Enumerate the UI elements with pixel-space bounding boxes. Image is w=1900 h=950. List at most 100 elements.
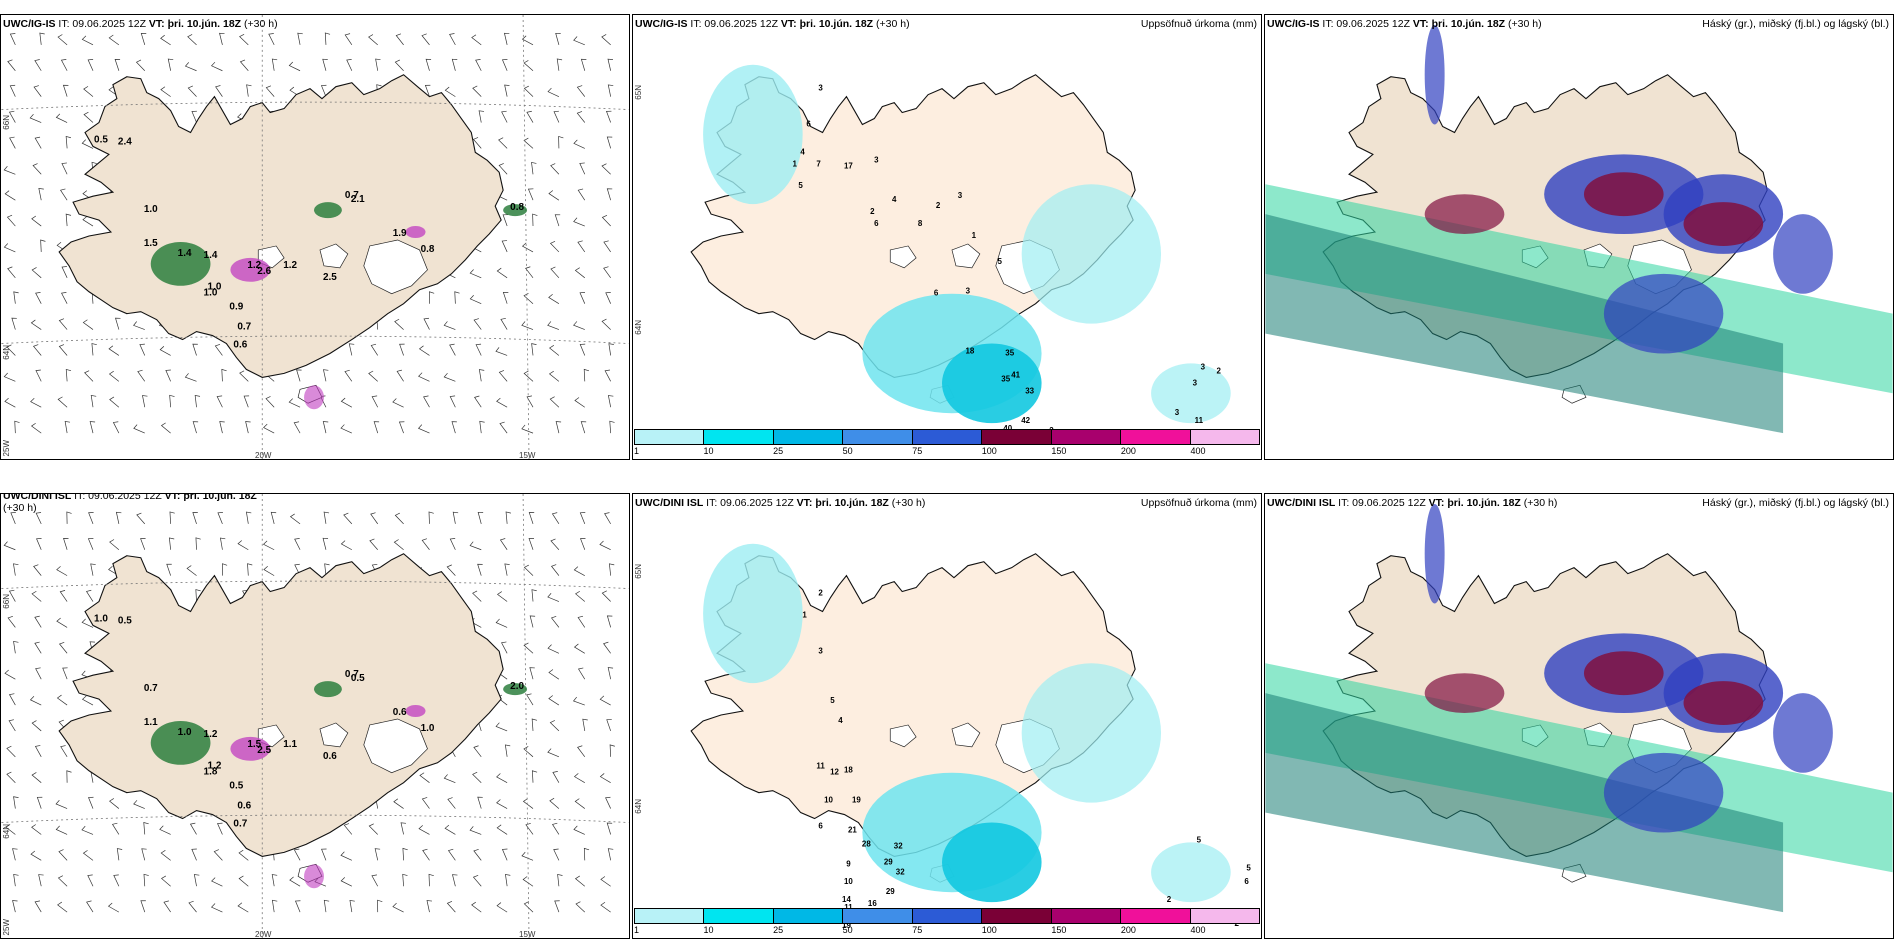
precip-value-label: 9 (846, 859, 851, 868)
wind-barb (321, 848, 327, 861)
low-cloud-area (1603, 752, 1724, 833)
wind-barb (8, 110, 16, 123)
wind-barb (606, 136, 613, 149)
precip-value-label: 11 (816, 762, 825, 771)
wind-value-label: 2.1 (351, 194, 365, 205)
wind-barb (496, 824, 508, 835)
wind-barb (60, 745, 68, 758)
wind-barb (505, 873, 511, 887)
wind-barb (31, 267, 42, 279)
wind-barb (579, 162, 586, 175)
wind-barb (262, 540, 275, 551)
colorbar-label: 10 (703, 925, 714, 935)
wind-barb (86, 900, 94, 913)
precip-value-label: 1 (792, 159, 797, 168)
wind-barb (471, 34, 482, 46)
mid-cloud-area (1424, 194, 1505, 235)
wind-barb (143, 822, 149, 835)
wind-barb (392, 398, 404, 408)
wind-value-label: 1.0 (144, 204, 158, 215)
wind-barb (184, 62, 197, 72)
wind-barb (219, 421, 225, 434)
wind-barb (322, 421, 329, 434)
wind-barb (531, 770, 538, 783)
wind-barb (195, 589, 201, 602)
wind-barb (12, 848, 18, 861)
wind-barb (29, 696, 42, 706)
wind-barb (502, 292, 509, 304)
wind-barb (219, 32, 225, 45)
colorbar-swatch (635, 909, 705, 923)
wind-barb (9, 33, 16, 46)
wind-barb (87, 538, 94, 550)
wind-value-label: 1.0 (204, 288, 218, 299)
colorbar-swatch (843, 430, 913, 444)
wind-barb (238, 849, 249, 861)
wind-barb (444, 86, 456, 97)
wind-barb (605, 796, 611, 809)
wind-barb (574, 397, 585, 408)
wind-barb (523, 642, 534, 654)
wind-barb (239, 59, 249, 71)
wind-barb (583, 847, 590, 861)
precip-value-label: 5 (1246, 863, 1251, 872)
wind-barb (421, 538, 430, 550)
wind-barb (443, 774, 456, 784)
wind-barb (548, 370, 560, 382)
wind-barb (504, 744, 511, 757)
wind-barb (609, 744, 615, 757)
precip-value-label: 6 (934, 289, 939, 298)
wind-barb (531, 589, 537, 602)
wind-barb (418, 345, 430, 356)
wind-barb (392, 902, 404, 913)
wind-barb (599, 773, 611, 783)
precip-value-label: 5 (830, 696, 835, 705)
wind-barb (606, 188, 613, 201)
precip-value-label: 3 (966, 287, 971, 296)
precip-value-label: 5 (1197, 835, 1202, 844)
wind-barb (474, 395, 482, 408)
wind-value-label: 1.0 (421, 723, 435, 734)
wind-barb (8, 719, 16, 732)
mid-cloud-area (1424, 673, 1505, 714)
low-cloud-area (1603, 273, 1724, 354)
wind-barb (529, 615, 536, 628)
glacier-hofsjokull (951, 243, 981, 269)
panel-header: UWC/IG-IS IT: 09.06.2025 12Z VT: þri. 10… (1267, 18, 1542, 30)
wind-barb (184, 373, 197, 382)
wind-barb (211, 877, 223, 887)
glacier-langjokull (889, 245, 917, 269)
wind-barb (58, 849, 68, 861)
colorbar-swatch (1190, 430, 1259, 444)
precip-value-label: 1 (972, 231, 977, 240)
wind-barb (531, 161, 537, 175)
precip-area (314, 681, 342, 698)
wind-barb (582, 718, 588, 731)
wind-barb (607, 395, 614, 408)
wind-barb (192, 512, 198, 524)
wind-barb (521, 424, 534, 434)
wind-value-label: 0.7 (345, 669, 359, 680)
wind-barb (600, 901, 611, 913)
wind-barb (547, 644, 560, 654)
wind-barb (65, 135, 71, 149)
wind-barb (498, 163, 508, 175)
wind-barb (580, 538, 586, 550)
wind-barb (271, 874, 278, 887)
wind-barb (469, 295, 482, 305)
precip-value-label: 18 (844, 766, 853, 775)
precip-value-label: 32 (894, 841, 903, 850)
colorbar-label: 400 (1190, 446, 1206, 456)
wind-barb (451, 421, 457, 434)
precip-value-label: 28 (862, 839, 871, 848)
wind-barb (601, 590, 611, 602)
wind-barb (451, 58, 458, 71)
wind-barb (501, 59, 508, 71)
wind-precip-panel-dini: UWC/DINI ISL IT: 09.06.2025 12Z VT: þri.… (0, 493, 630, 939)
wind-barb (394, 512, 404, 525)
wind-barb (573, 643, 585, 654)
latitude-line (1, 814, 629, 823)
wind-barb (527, 188, 534, 201)
precip-area (703, 543, 803, 684)
wind-barb (192, 343, 198, 356)
